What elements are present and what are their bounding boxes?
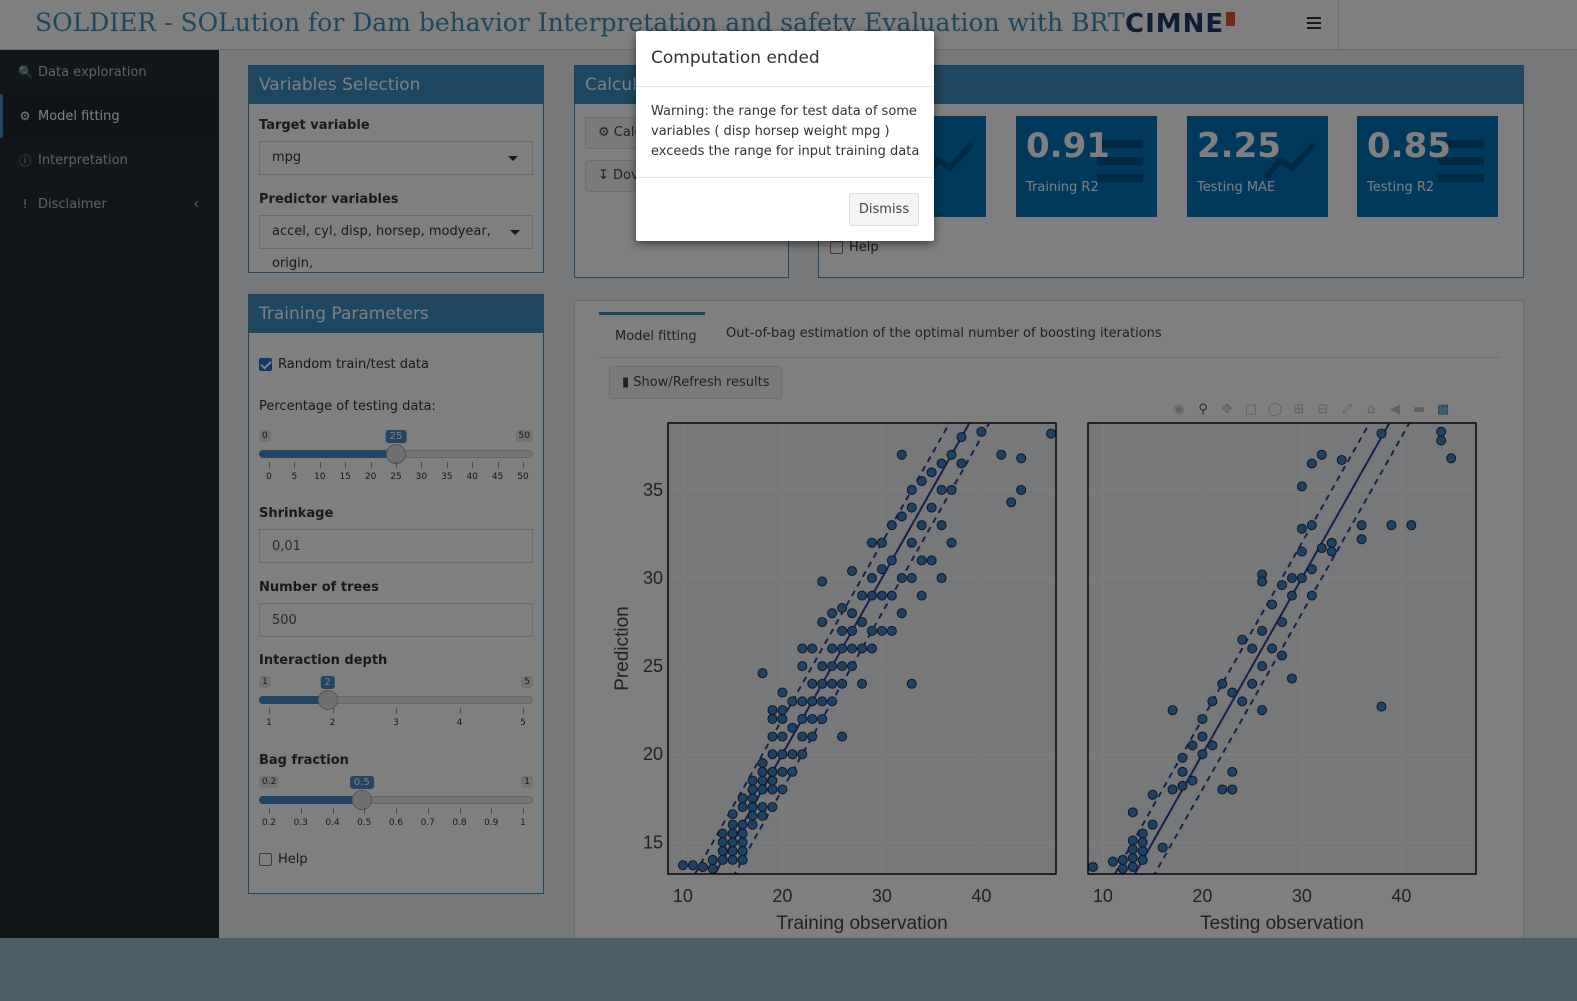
modal-title: Computation ended (651, 48, 820, 68)
computation-ended-modal: Computation ended Warning: the range for… (636, 31, 934, 241)
modal-message: Warning: the range for test data of some… (651, 104, 920, 159)
page-footer (0, 938, 1577, 1001)
modal-footer-divider (636, 177, 934, 178)
modal-header-divider (636, 86, 934, 87)
dismiss-button[interactable]: Dismiss (849, 193, 919, 226)
